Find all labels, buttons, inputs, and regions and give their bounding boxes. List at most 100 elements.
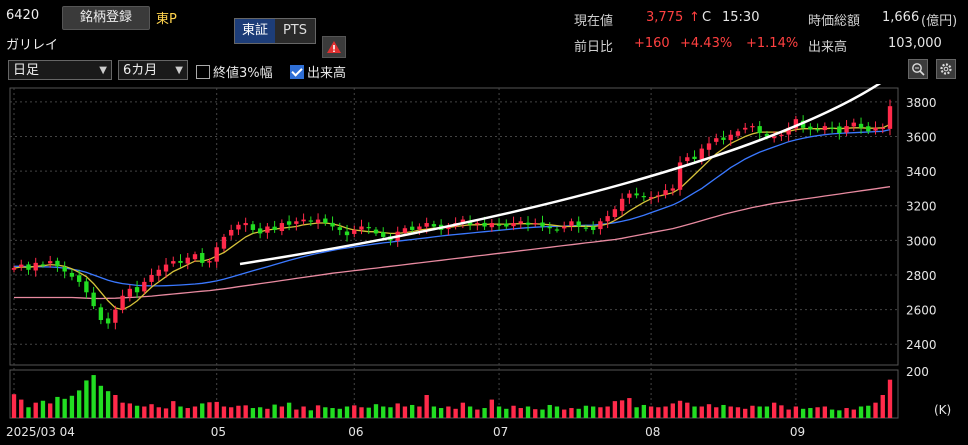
candle-body <box>431 224 437 227</box>
volume-bar <box>583 405 589 418</box>
tab-pts[interactable]: PTS <box>275 19 315 43</box>
volume-bar <box>402 406 408 418</box>
option-volume[interactable]: 出来高 <box>290 62 346 81</box>
price-panel-frame <box>9 87 899 366</box>
market-cap-unit: (億円) <box>921 14 958 29</box>
candle-body <box>866 126 871 132</box>
volume-bar <box>663 406 668 418</box>
volume-bar <box>851 409 856 418</box>
candle-body <box>518 221 523 224</box>
volume-bar <box>771 402 777 418</box>
candle-body <box>19 264 24 268</box>
warning-triangle-icon[interactable] <box>322 36 346 58</box>
volume-bar <box>591 406 596 418</box>
volume-bar <box>699 406 704 418</box>
candle-body <box>221 236 227 249</box>
volume-axis-label: 200 <box>906 365 929 379</box>
candle-body <box>728 134 733 141</box>
date-axis-label: 09 <box>790 425 805 439</box>
volume-bar <box>11 394 17 418</box>
price-axis-label: 2400 <box>906 338 937 352</box>
candle-body <box>366 227 371 229</box>
volume-bar <box>424 395 429 418</box>
volume-bar <box>656 407 661 418</box>
candle-body <box>460 219 466 224</box>
candle-body <box>764 133 770 137</box>
candle-body <box>504 223 509 227</box>
checkbox-volume[interactable] <box>290 65 304 79</box>
candle-body <box>279 223 285 232</box>
price-axis-label: 3200 <box>906 200 937 214</box>
option-close-3pct[interactable]: 終値3%幅 <box>196 62 273 81</box>
stock-code: 6420 <box>6 8 40 23</box>
settings-gear-icon[interactable] <box>936 59 956 79</box>
candle-body <box>793 119 799 129</box>
volume-bar <box>417 406 422 418</box>
candle-body <box>91 292 96 307</box>
volume-bar <box>822 406 828 418</box>
volume-bar <box>207 402 212 418</box>
candle-body <box>489 223 494 228</box>
candle-body <box>525 222 531 225</box>
price-chart[interactable]: 2400 2600 2800 3000 3200 3400 3600 3800 2025/03 … <box>0 84 968 445</box>
volume-bar <box>641 404 647 418</box>
date-axis-label: 06 <box>348 425 363 439</box>
candle-body <box>511 223 516 227</box>
candle-body <box>699 148 704 160</box>
date-axis-label: 07 <box>493 425 508 439</box>
candle-body <box>591 226 596 230</box>
chevron-down-icon: ▼ <box>99 65 107 76</box>
candle-body <box>286 221 292 225</box>
candle-body <box>40 264 46 266</box>
volume-bar <box>504 408 509 418</box>
volume-bar <box>887 379 893 418</box>
candle-body <box>873 127 878 131</box>
candle-body <box>55 260 60 267</box>
candle-body <box>757 126 762 134</box>
period-select[interactable]: 6カ月 ▼ <box>118 60 188 80</box>
volume-bar <box>113 395 118 418</box>
volume-bar <box>156 407 161 418</box>
volume-bar <box>511 405 516 418</box>
candle-body <box>359 226 364 230</box>
volume-bar <box>62 398 67 418</box>
candle-body <box>243 223 248 226</box>
zoom-icon[interactable] <box>908 59 928 79</box>
candle-body <box>533 223 538 225</box>
change-label: 前日比 <box>574 40 614 55</box>
volume-bar <box>91 375 96 418</box>
candle-body <box>540 222 545 227</box>
candle-body <box>381 232 386 237</box>
volume-bar <box>229 407 234 418</box>
candle-body <box>134 287 140 293</box>
volume-bar <box>359 407 364 418</box>
volume-bar <box>163 408 169 418</box>
candle-body <box>410 226 415 230</box>
candle-body <box>178 260 183 263</box>
volume-bar <box>714 407 719 418</box>
volume-bar <box>648 406 654 418</box>
volume-bar <box>26 407 31 418</box>
candle-body <box>750 126 755 128</box>
candle-body <box>634 193 639 196</box>
market-tabs: 東証 PTS <box>234 18 316 44</box>
volume-bar <box>793 406 799 418</box>
volume-bar <box>381 406 386 418</box>
volume-bar <box>837 410 842 418</box>
tab-tse[interactable]: 東証 <box>235 19 275 43</box>
volume-bar <box>815 407 820 418</box>
candle-body <box>257 228 263 234</box>
volume-bar <box>120 402 125 418</box>
candle-body <box>265 226 270 233</box>
candle-body <box>844 126 849 133</box>
interval-select[interactable]: 日足 ▼ <box>8 60 112 80</box>
register-stock-button[interactable]: 銘柄登録 <box>62 6 150 30</box>
candle-body <box>880 127 885 130</box>
volume-bar <box>142 406 147 418</box>
price-axis-label: 2800 <box>906 269 937 283</box>
candle-body <box>229 229 234 236</box>
checkbox-close-3pct[interactable] <box>196 65 210 79</box>
market-label: 東P <box>156 12 177 27</box>
volume-bar <box>735 407 741 418</box>
candle-body <box>76 275 82 282</box>
